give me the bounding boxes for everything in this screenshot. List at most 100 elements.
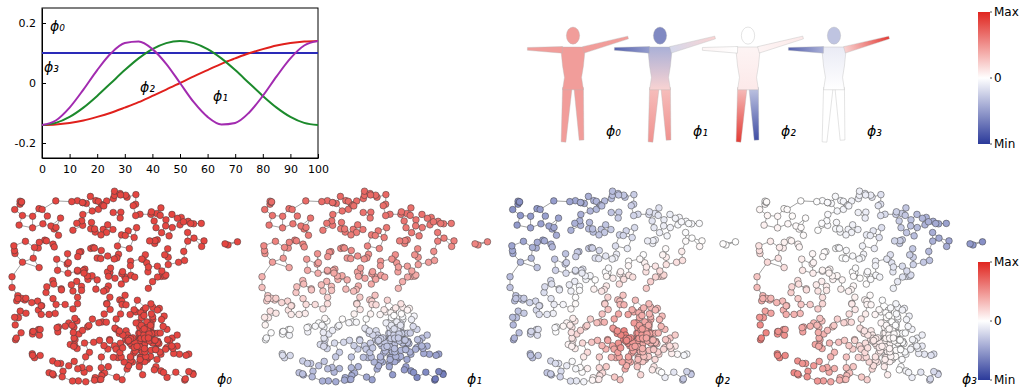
graph-node (69, 322, 76, 329)
graph-node (434, 229, 441, 236)
graph-node (279, 352, 286, 359)
graph-node (383, 191, 390, 198)
graph-node (425, 259, 432, 266)
graph-node (127, 311, 134, 318)
graph-node (65, 259, 72, 266)
graph-node (320, 288, 327, 295)
graph-node (136, 363, 143, 370)
graph-node (79, 327, 86, 334)
graph-node (162, 346, 169, 353)
mesh-part (653, 27, 666, 44)
graph-node (279, 213, 286, 220)
graph-node (305, 232, 312, 239)
graph-node (294, 213, 301, 220)
graph-node (139, 371, 146, 378)
graph-node (57, 215, 64, 222)
graph-node (110, 354, 117, 361)
graph-node (74, 294, 81, 301)
graph-node (287, 352, 294, 359)
graph-node (105, 363, 112, 370)
graph-node (80, 211, 87, 218)
graph-node (141, 345, 148, 352)
graph-node (384, 297, 391, 304)
graph-node (89, 208, 96, 215)
graph-node (43, 238, 50, 245)
graph-node (325, 378, 332, 385)
graph-node (36, 239, 43, 246)
graph-node (44, 213, 51, 220)
graph-node (75, 378, 82, 385)
graph-node (151, 367, 158, 374)
graph-node (168, 343, 175, 350)
graph-node (79, 199, 86, 206)
graph-node (354, 253, 361, 260)
graph-node (324, 267, 331, 274)
graph-node (403, 224, 410, 231)
graph-node (101, 203, 108, 210)
graph-node (100, 288, 107, 295)
series-label: ϕ₀ (50, 18, 65, 34)
graph-node (117, 192, 124, 199)
graph-node (88, 219, 95, 226)
graph-node (11, 243, 18, 250)
graph-node (98, 354, 105, 361)
graph-node (160, 369, 167, 376)
mesh-part (741, 27, 754, 44)
graph-node (9, 273, 16, 280)
graph-node (30, 328, 37, 335)
graph-node (50, 295, 57, 302)
graph-node (116, 328, 123, 335)
graph-node (141, 326, 148, 333)
graph-node (360, 226, 367, 233)
graph-node (484, 239, 491, 246)
graph-node (331, 340, 338, 347)
graph-node (127, 354, 134, 361)
graph-node (40, 221, 47, 228)
graph-node (262, 322, 269, 329)
graph-node (415, 261, 422, 268)
series-label: ϕ₃ (44, 59, 59, 75)
graph-node (52, 310, 59, 317)
graph-node (12, 322, 19, 329)
graph-node (383, 224, 390, 231)
mesh-part (736, 47, 761, 90)
graph-node (407, 212, 414, 219)
panel-label: ϕ₃ (867, 123, 882, 139)
graph-node (28, 299, 35, 306)
graph-node (162, 223, 169, 230)
graph-node (175, 259, 182, 266)
graph-node (280, 328, 287, 335)
colorbar-label: Max (994, 5, 1019, 19)
graph-node (367, 215, 374, 222)
graph-node (97, 255, 104, 262)
graph-node (330, 211, 337, 218)
graph-node (98, 364, 105, 371)
graph-node (101, 311, 108, 318)
graph-node (395, 285, 402, 292)
graph-node (157, 330, 164, 337)
graph-node (315, 259, 322, 266)
graph-node (123, 302, 130, 309)
graph-node (131, 274, 138, 281)
graph-node (401, 218, 408, 225)
graph-node (431, 257, 438, 264)
panel-label: ϕ₀ (606, 123, 621, 139)
graph-node (29, 352, 36, 359)
mesh-part (822, 47, 847, 90)
graph-node (105, 273, 112, 280)
graph-node (126, 245, 133, 252)
graph-node (350, 288, 357, 295)
graph-node (37, 326, 44, 333)
graph-node (69, 378, 76, 385)
x-tick-label: 90 (284, 163, 298, 176)
graph-node (339, 208, 346, 215)
graph-node (62, 301, 69, 308)
graph-node (161, 252, 168, 259)
graph-node (351, 311, 358, 318)
graph-node (324, 366, 331, 373)
graph-node (91, 377, 98, 384)
graph-node (152, 337, 159, 344)
graph-node (300, 295, 307, 302)
graph-node (122, 276, 129, 283)
graph-node (157, 212, 164, 219)
